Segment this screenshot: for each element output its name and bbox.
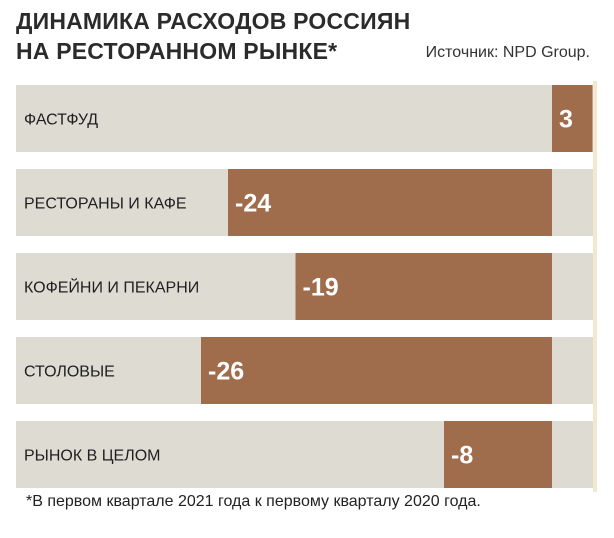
chart-title-line-1: ДИНАМИКА РАСХОДОВ РОССИЯН	[16, 8, 411, 34]
value-label: -19	[303, 274, 339, 302]
chart-title-line-2: НА РЕСТОРАННОМ РЫНКЕ*	[16, 38, 338, 64]
category-label: РЕСТОРАНЫ И КАФЕ	[24, 196, 187, 213]
value-label: -26	[208, 358, 244, 386]
category-label: РЫНОК В ЦЕЛОМ	[24, 448, 161, 465]
bar	[295, 253, 552, 320]
bar	[444, 421, 552, 488]
value-label: -24	[235, 190, 271, 218]
category-label: КОФЕЙНИ И ПЕКАРНИ	[24, 278, 199, 297]
bar	[552, 85, 593, 152]
chart-title: ДИНАМИКА РАСХОДОВ РОССИЯН НА РЕСТОРАННОМ…	[16, 6, 410, 66]
bar	[201, 337, 552, 404]
bar-row-background	[16, 85, 593, 152]
category-label: ФАСТФУД	[24, 112, 98, 129]
category-label: СТОЛОВЫЕ	[24, 364, 115, 381]
chart-source: Источник: NPD Group.	[425, 44, 590, 61]
value-label: 3	[559, 106, 573, 134]
chart-footnote: *В первом квартале 2021 года к первому к…	[26, 493, 481, 510]
bar	[228, 169, 552, 236]
value-label: -8	[451, 442, 473, 470]
